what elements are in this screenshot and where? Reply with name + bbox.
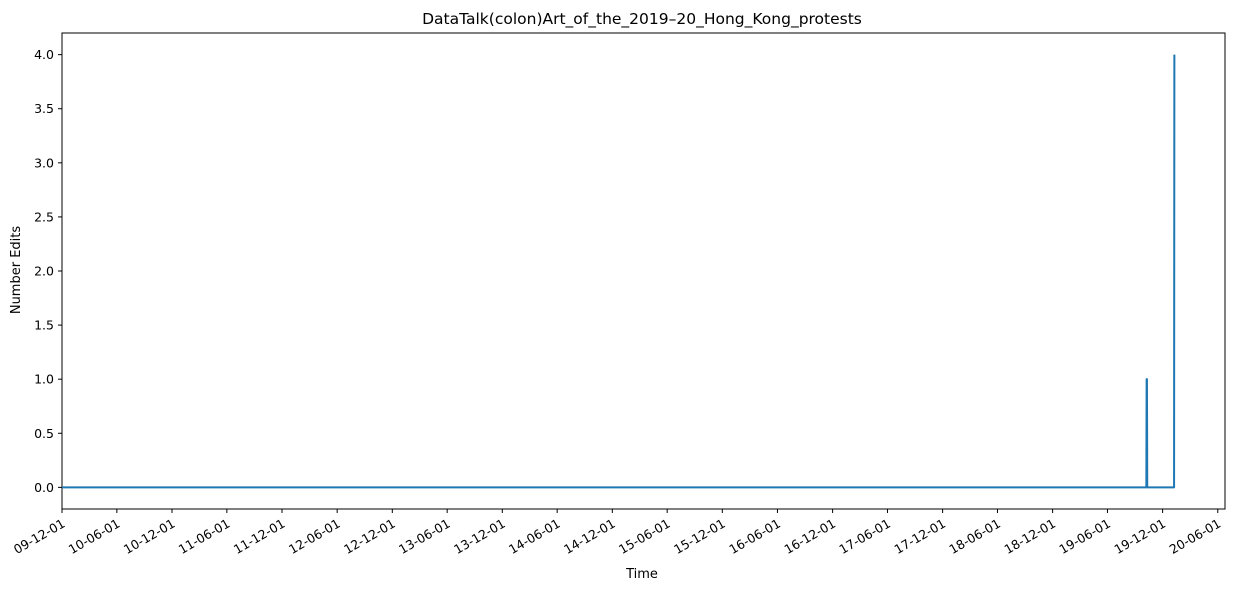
series-line-0 <box>62 54 1176 489</box>
x-tick-label: 14-06-01 <box>506 516 563 557</box>
x-tick-label: 14-12-01 <box>561 516 618 557</box>
y-tick-label: 0.0 <box>34 480 54 495</box>
y-tick-label: 0.5 <box>34 426 54 441</box>
x-tick-label: 10-06-01 <box>66 516 123 557</box>
plot-area <box>61 32 1226 510</box>
y-tick-label: 2.0 <box>34 264 54 279</box>
x-tick-label: 10-12-01 <box>121 516 178 557</box>
y-tick-label: 1.0 <box>34 372 54 387</box>
x-tick-label: 17-06-01 <box>836 516 893 557</box>
x-tick-label: 17-12-01 <box>891 516 948 557</box>
y-tick-label: 1.5 <box>34 318 54 333</box>
plot-frame <box>61 32 1226 510</box>
x-tick-label: 18-12-01 <box>1001 516 1058 557</box>
y-axis: 0.0 0.5 1.0 1.5 2.0 2.5 3.0 3.5 4.0 <box>34 47 62 495</box>
x-tick-label: 16-12-01 <box>781 516 838 557</box>
x-tick-label: 19-12-01 <box>1111 516 1168 557</box>
x-axis: 09-12-0110-06-0110-12-0111-06-0111-12-01… <box>11 509 1223 557</box>
y-axis-label: Number Edits <box>9 226 24 315</box>
x-tick-label: 11-06-01 <box>176 516 233 557</box>
x-tick-label: 20-06-01 <box>1167 516 1224 557</box>
x-tick-label: 12-06-01 <box>286 516 343 557</box>
y-tick-label: 2.5 <box>34 209 54 224</box>
x-tick-label: 16-06-01 <box>726 516 783 557</box>
y-tick-label: 4.0 <box>34 47 54 62</box>
x-tick-label: 13-06-01 <box>396 516 453 557</box>
y-tick-label: 3.5 <box>34 101 54 116</box>
x-tick-label: 15-12-01 <box>671 516 728 557</box>
x-tick-label: 11-12-01 <box>231 516 288 557</box>
x-tick-label: 12-12-01 <box>341 516 398 557</box>
x-tick-label: 15-06-01 <box>616 516 673 557</box>
x-tick-label: 13-12-01 <box>451 516 508 557</box>
x-tick-label: 18-06-01 <box>946 516 1003 557</box>
x-axis-label: Time <box>625 567 658 582</box>
chart-title: DataTalk(colon)Art_of_the_2019–20_Hong_K… <box>422 10 862 29</box>
x-tick-label: 09-12-01 <box>11 516 68 557</box>
x-tick-label: 19-06-01 <box>1056 516 1113 557</box>
y-tick-label: 3.0 <box>34 155 54 170</box>
